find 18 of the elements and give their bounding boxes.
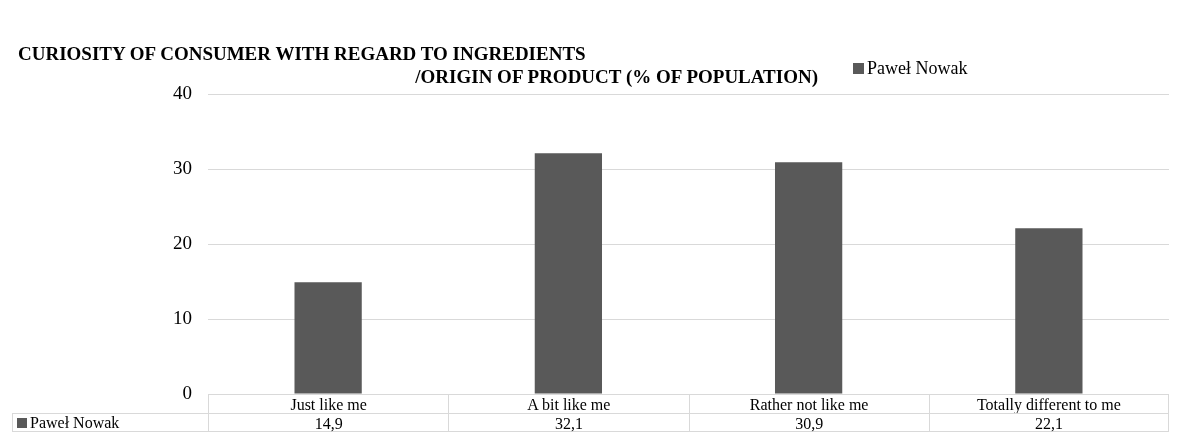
data-label: 32,1 [448, 413, 689, 432]
y-tick-label: 30 [173, 156, 192, 178]
x-tick-label: Rather not like me [688, 394, 929, 413]
text: Paweł Nowak [30, 414, 120, 431]
x-tick-label: Just like me [208, 394, 449, 413]
y-tick-label: 0 [182, 381, 192, 403]
x-tick-label: A bit like me [448, 394, 689, 413]
bar [1015, 228, 1083, 394]
bar [294, 282, 362, 394]
data-label: 30,9 [688, 413, 929, 432]
y-tick-label: 10 [173, 306, 192, 328]
data-label: 22,1 [928, 413, 1169, 432]
legend-label: Paweł Nowak [867, 58, 968, 79]
bar [534, 153, 603, 394]
data-label: 14,9 [208, 413, 449, 432]
bar [774, 162, 843, 394]
x-tick-label: Totally different to me [928, 394, 1169, 413]
y-tick-label: 20 [173, 231, 192, 253]
